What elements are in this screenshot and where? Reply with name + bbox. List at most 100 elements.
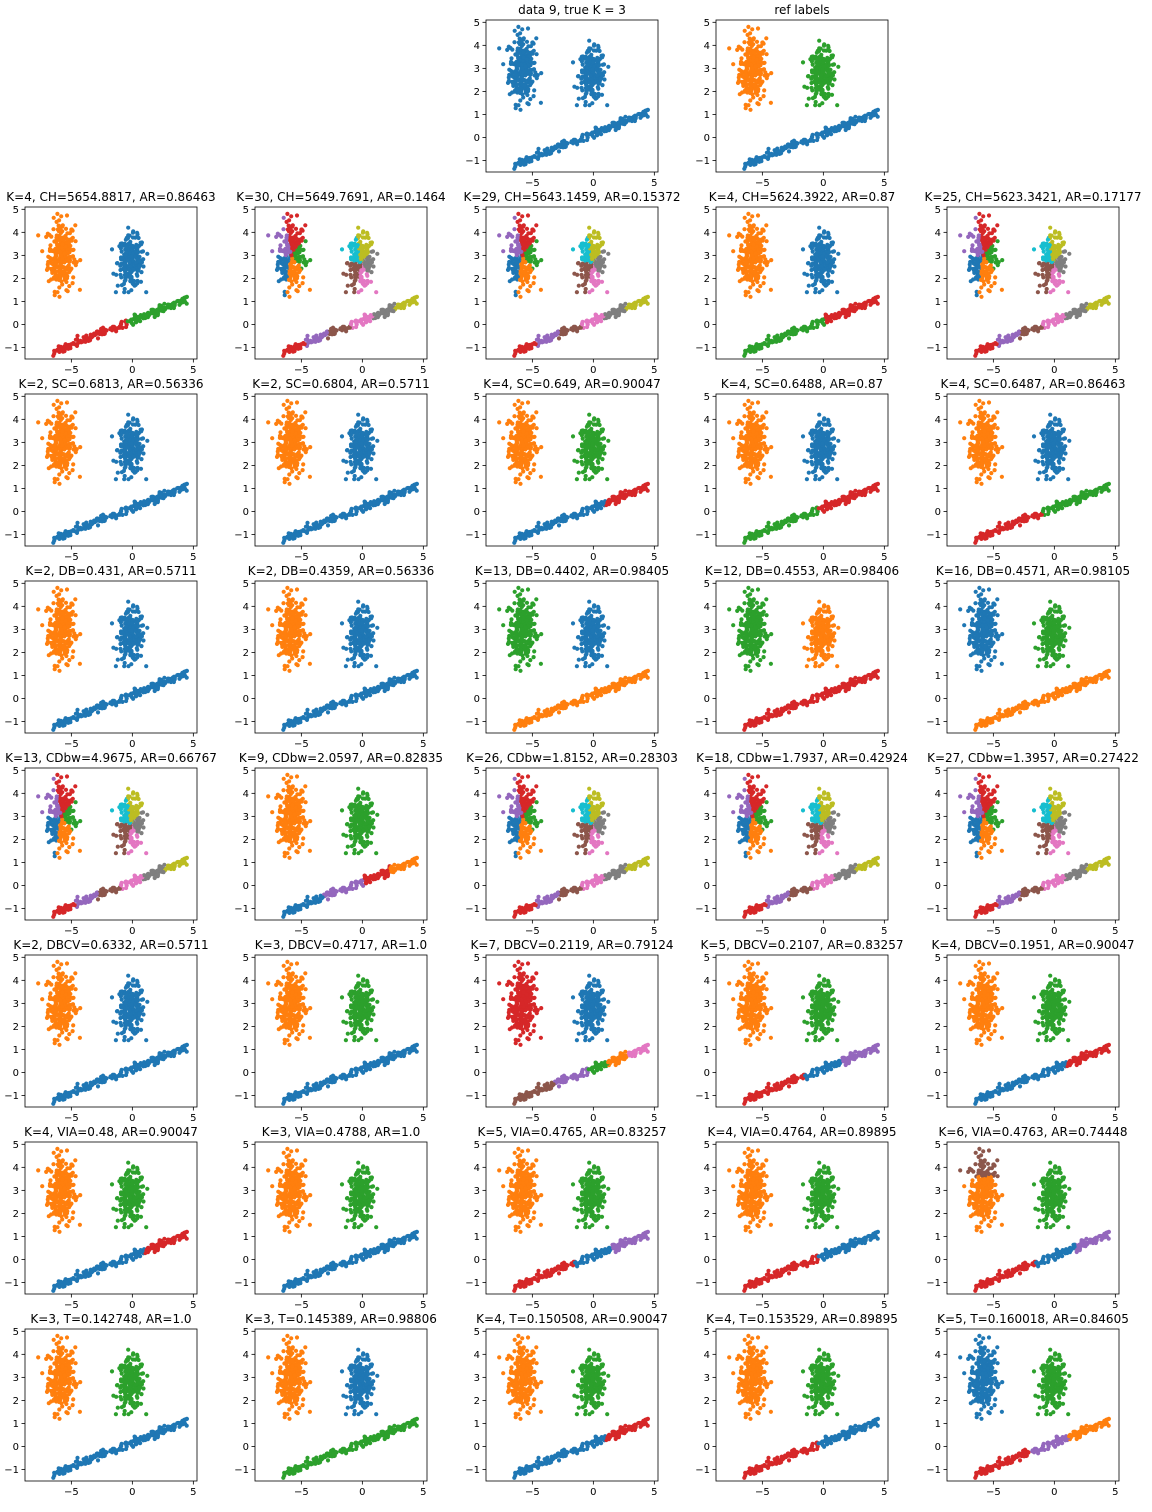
data-point [54, 240, 58, 244]
y-tick-label: 1 [704, 110, 710, 121]
data-point [1044, 267, 1048, 271]
data-point [600, 313, 604, 317]
data-point [815, 325, 819, 329]
data-point [835, 290, 839, 294]
data-point [124, 325, 128, 329]
data-point [297, 269, 301, 273]
data-point [996, 239, 1000, 243]
data-point [830, 83, 834, 87]
data-point [138, 264, 142, 268]
data-point [1000, 288, 1004, 292]
data-point [366, 251, 370, 255]
data-point [805, 290, 809, 294]
y-tick-label: 1 [474, 297, 480, 308]
data-point [291, 265, 295, 269]
data-point [101, 330, 105, 334]
data-point [585, 238, 589, 242]
data-point [345, 261, 349, 265]
data-point [997, 334, 1001, 338]
data-point [569, 327, 573, 331]
data-point [1036, 290, 1040, 294]
data-point [587, 319, 591, 323]
data-point [817, 290, 821, 294]
data-point [752, 55, 756, 59]
data-point [787, 149, 791, 153]
data-point [742, 227, 746, 231]
data-point [137, 236, 141, 240]
data-point [579, 273, 583, 277]
data-point [290, 257, 294, 261]
data-point [177, 303, 181, 307]
data-point [587, 39, 591, 43]
data-point [749, 40, 753, 44]
data-point [533, 73, 537, 77]
data-point [634, 116, 638, 120]
data-point [1061, 280, 1065, 284]
data-point [361, 229, 365, 233]
data-point [304, 239, 308, 243]
data-point [589, 279, 593, 283]
data-point [606, 312, 610, 316]
data-point [596, 87, 600, 91]
data-point [748, 91, 752, 95]
data-point [1052, 247, 1056, 251]
data-point [758, 76, 762, 80]
data-point [356, 290, 360, 294]
data-point [986, 280, 990, 284]
data-point [585, 138, 589, 142]
data-point [792, 330, 796, 334]
data-point [605, 290, 609, 294]
data-point [993, 254, 997, 258]
data-point [108, 327, 112, 331]
data-point [144, 290, 148, 294]
data-point [130, 247, 134, 251]
data-point [799, 140, 803, 144]
data-point [820, 88, 824, 92]
data-point [816, 58, 820, 62]
data-point [976, 240, 980, 244]
data-point [584, 263, 588, 267]
data-point [532, 88, 536, 92]
data-point [602, 264, 606, 268]
data-point [977, 233, 981, 237]
data-point [820, 254, 824, 258]
data-point [866, 299, 870, 303]
data-point [746, 25, 750, 29]
data-point [830, 242, 834, 246]
data-point [1051, 275, 1055, 279]
data-point [539, 288, 543, 292]
data-point [828, 236, 832, 240]
data-point [984, 260, 988, 264]
data-point [285, 290, 289, 294]
data-point [769, 288, 773, 292]
data-point [318, 338, 322, 342]
data-point [513, 216, 517, 220]
data-point [353, 278, 357, 282]
data-point [349, 322, 353, 326]
data-point [527, 102, 531, 106]
data-point [352, 282, 356, 286]
data-point [67, 241, 71, 245]
data-point [284, 240, 288, 244]
data-point [415, 302, 419, 306]
data-point [741, 81, 745, 85]
data-point [530, 228, 534, 232]
data-point [1041, 246, 1045, 250]
data-point [405, 299, 409, 303]
data-point [518, 347, 522, 351]
data-point [64, 280, 68, 284]
data-point [360, 247, 364, 251]
subplot-title: data 9, true K = 3 [518, 3, 626, 17]
data-point [753, 270, 757, 274]
y-tick-label: −1 [234, 343, 249, 354]
data-point [742, 40, 746, 44]
data-point [513, 162, 517, 166]
data-point [359, 254, 363, 258]
data-point [597, 64, 601, 68]
data-point [54, 253, 58, 257]
data-point [590, 67, 594, 71]
data-point [139, 313, 143, 317]
data-point [1062, 250, 1066, 254]
data-point [739, 69, 743, 73]
data-point [549, 338, 553, 342]
